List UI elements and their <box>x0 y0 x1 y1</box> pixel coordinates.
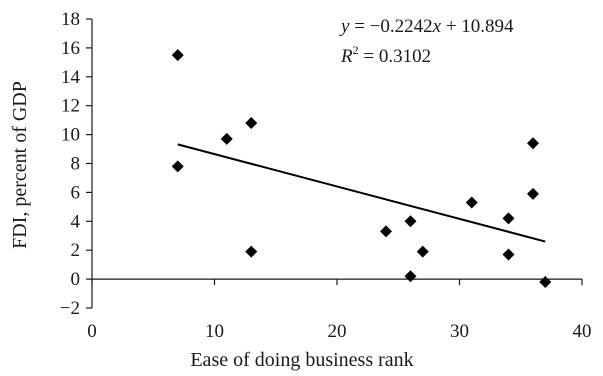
y-tick-label: 8 <box>71 154 81 175</box>
eq-x-var: x <box>432 16 442 37</box>
data-point <box>465 196 478 209</box>
y-tick-label: 4 <box>71 211 81 232</box>
x-tick-label: 40 <box>573 321 592 342</box>
plot-area: −2 0 2 4 6 8 10 12 14 16 18 0 10 20 30 40 <box>60 9 592 342</box>
x-tick-label: 30 <box>450 321 469 342</box>
r2-symbol: R <box>340 46 353 67</box>
data-point <box>220 132 233 145</box>
eq-slope-part: = −0.2242 <box>349 16 432 37</box>
y-tick-label: 0 <box>71 269 81 290</box>
y-axis-title: FDI, percent of GDP <box>9 81 31 249</box>
x-tick-label: 10 <box>205 321 224 342</box>
regression-equation: y = −0.2242x + 10.894 <box>339 16 514 37</box>
x-axis-title: Ease of doing business rank <box>190 349 413 371</box>
y-tick-label: −2 <box>60 298 80 319</box>
y-tick-label: 2 <box>71 240 81 261</box>
data-point <box>416 245 429 258</box>
data-point <box>245 245 258 258</box>
y-tick-label: 12 <box>61 96 80 117</box>
y-tick-label: 18 <box>61 9 80 30</box>
x-tick-label: 0 <box>87 321 97 342</box>
trendline <box>177 143 546 243</box>
y-tick-label: 16 <box>61 38 80 59</box>
data-point <box>380 225 392 238</box>
eq-y-var: y <box>339 16 350 37</box>
y-axis-ticks: −2 0 2 4 6 8 10 12 14 16 18 <box>60 9 92 319</box>
data-point <box>171 49 184 62</box>
x-tick-label: 20 <box>328 321 347 342</box>
r2-value: = 0.3102 <box>359 46 431 67</box>
data-point <box>171 160 184 173</box>
y-tick-label: 14 <box>61 67 81 88</box>
data-point <box>245 117 258 130</box>
data-points <box>171 49 552 288</box>
data-point <box>404 270 417 283</box>
data-point <box>527 187 539 200</box>
data-point <box>539 275 552 288</box>
r-squared: R2 = 0.3102 <box>340 43 431 67</box>
x-axis-ticks: 0 10 20 30 40 <box>87 279 592 342</box>
data-point <box>404 215 417 228</box>
y-tick-label: 10 <box>61 125 80 146</box>
data-point <box>502 248 515 261</box>
data-point <box>527 137 539 150</box>
eq-intercept-part: + 10.894 <box>441 16 514 37</box>
data-point <box>502 212 515 225</box>
y-tick-label: 6 <box>71 182 81 203</box>
r2-superscript: 2 <box>353 43 359 57</box>
